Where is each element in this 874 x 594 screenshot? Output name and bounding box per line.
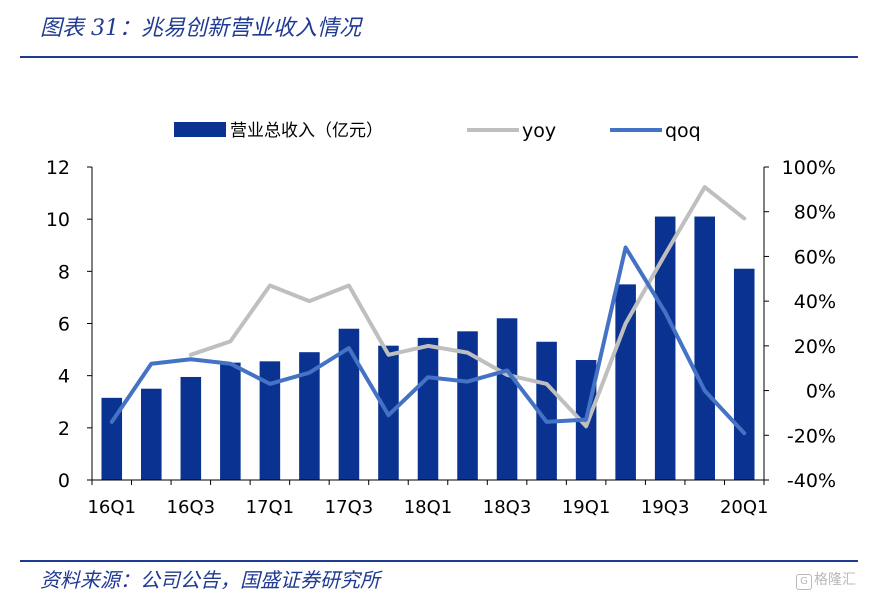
y-right-tick-label: -20% (787, 425, 836, 447)
bar-20Q1 (733, 268, 755, 480)
y-left-tick-label: 8 (58, 261, 70, 283)
x-tick-label: 17Q3 (325, 497, 374, 518)
y-left-tick-label: 0 (58, 470, 70, 492)
bar-18Q1 (417, 337, 439, 480)
bar-19Q3 (654, 216, 676, 480)
legend-label-yoy: yoy (522, 120, 556, 142)
y-right-tick-label: 0% (806, 381, 836, 403)
y-right-tick-label: 40% (794, 291, 836, 313)
bar-17Q1 (259, 361, 281, 480)
x-tick-label: 17Q1 (246, 497, 295, 518)
y-right-tick-label: 100% (782, 157, 836, 179)
x-tick-label: 16Q1 (87, 497, 136, 518)
bar-19Q4 (694, 216, 715, 480)
chart: 0 2 4 6 8 10 12 -40% -20% 0% 20% 40% 60% 80% 100% 16Q1 1… (46, 120, 836, 518)
source-note: 资料来源：公司公告，国盛证券研究所 (40, 568, 380, 592)
bar-17Q2 (299, 352, 320, 480)
figure-title: 图表 31：兆易创新营业收入情况 (40, 16, 361, 41)
bar-16Q1 (101, 397, 123, 480)
x-tick-label: 19Q3 (641, 497, 690, 518)
watermark: G 格隆汇 (796, 569, 856, 590)
y-left-tick-label: 10 (46, 209, 70, 231)
bar-16Q3 (180, 376, 202, 480)
watermark-logo-icon: G (796, 574, 812, 590)
x-tick-label: 16Q3 (167, 497, 216, 518)
bar-16Q4 (220, 362, 241, 480)
x-tick-label: 18Q3 (483, 497, 532, 518)
y-right-tick-label: -40% (787, 470, 836, 492)
series-line-yoy (188, 185, 747, 429)
bar-18Q3 (496, 318, 518, 480)
x-tick-label: 18Q1 (404, 497, 453, 518)
legend-label-revenue: 营业总收入（亿元） (230, 121, 383, 141)
bar-18Q2 (457, 331, 478, 480)
series-line-qoq (109, 245, 747, 436)
bottom-rule (20, 560, 858, 562)
top-rule (20, 56, 858, 58)
x-tick-label: 19Q1 (562, 497, 611, 518)
y-left-tick-label: 2 (58, 418, 70, 440)
y-right-tick-label: 20% (794, 336, 836, 358)
y-left-tick-label: 4 (58, 366, 70, 388)
y-right-tick-label: 80% (794, 202, 836, 224)
legend-swatch-revenue (174, 122, 226, 137)
y-left-tick-label: 6 (58, 314, 70, 336)
bar-16Q2 (141, 388, 162, 480)
y-right-tick-label: 60% (794, 246, 836, 268)
watermark-text: 格隆汇 (814, 572, 856, 588)
bar-17Q3 (338, 328, 360, 480)
x-tick-label: 20Q1 (720, 497, 769, 518)
y-left-tick-label: 12 (46, 157, 70, 179)
bar-18Q4 (536, 341, 557, 480)
legend-label-qoq: qoq (665, 120, 701, 142)
